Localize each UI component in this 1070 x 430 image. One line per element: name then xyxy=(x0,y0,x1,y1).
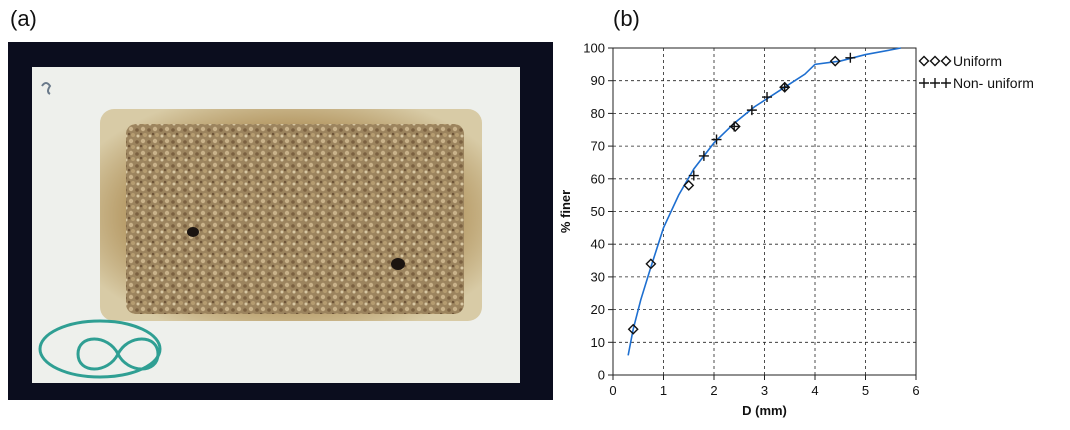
dark-spot xyxy=(187,227,199,237)
x-tick-label: 2 xyxy=(710,383,717,398)
y-tick-label: 0 xyxy=(598,368,605,383)
x-tick-label: 0 xyxy=(609,383,616,398)
x-tick-label: 1 xyxy=(660,383,667,398)
legend-label: Uniform xyxy=(953,53,1002,69)
x-tick-label: 6 xyxy=(912,383,919,398)
sand-sample-photo xyxy=(8,42,553,400)
y-tick-label: 100 xyxy=(583,41,605,56)
uniform-data-point xyxy=(829,55,841,67)
dark-spot xyxy=(391,258,405,270)
non-uniform-data-point xyxy=(688,170,699,181)
x-axis-label: D (mm) xyxy=(742,403,787,418)
legend-diamond-marker xyxy=(940,55,952,67)
legend-plus-marker xyxy=(919,78,929,88)
non-uniform-data-point xyxy=(698,150,709,161)
chart-grid xyxy=(613,48,916,375)
x-tick-label: 4 xyxy=(811,383,818,398)
non-uniform-data-point xyxy=(845,52,856,63)
non-uniform-data-point xyxy=(762,92,773,103)
y-tick-label: 50 xyxy=(591,204,605,219)
chart-axes xyxy=(608,47,917,380)
y-tick-label: 40 xyxy=(591,237,605,252)
y-tick-label: 30 xyxy=(591,269,605,284)
y-axis-label: % finer xyxy=(558,190,573,233)
marker-circle xyxy=(38,319,162,379)
uniform-data-point xyxy=(729,120,741,132)
infinity-symbol xyxy=(76,337,160,371)
y-tick-label: 90 xyxy=(591,73,605,88)
y-tick-label: 70 xyxy=(591,139,605,154)
non-uniform-data-point xyxy=(779,82,790,93)
x-tick-label: 5 xyxy=(862,383,869,398)
y-tick-label: 10 xyxy=(591,335,605,350)
panel-label-a: (a) xyxy=(10,6,37,31)
sand-patch xyxy=(126,124,464,314)
uniform-data-point xyxy=(627,323,639,335)
legend-plus-marker xyxy=(930,78,940,88)
x-tick-label: 3 xyxy=(761,383,768,398)
non-uniform-data-point xyxy=(711,134,722,145)
board-mark xyxy=(41,82,52,95)
y-tick-label: 60 xyxy=(591,171,605,186)
non-uniform-data-point xyxy=(729,121,740,132)
y-tick-label: 80 xyxy=(591,106,605,121)
legend-plus-marker xyxy=(941,78,951,88)
legend-label: Non- uniform xyxy=(953,75,1034,91)
non-uniform-data-point xyxy=(746,105,757,116)
chart-markers xyxy=(627,52,856,335)
legend-diamond-marker xyxy=(918,55,930,67)
panel-label-b: (b) xyxy=(613,6,640,31)
y-tick-label: 20 xyxy=(591,302,605,317)
uniform-data-point xyxy=(683,179,695,191)
legend-diamond-marker xyxy=(929,55,941,67)
chart-legend: Uniform Non- uniform xyxy=(918,53,1034,91)
uniform-data-point xyxy=(645,258,657,270)
